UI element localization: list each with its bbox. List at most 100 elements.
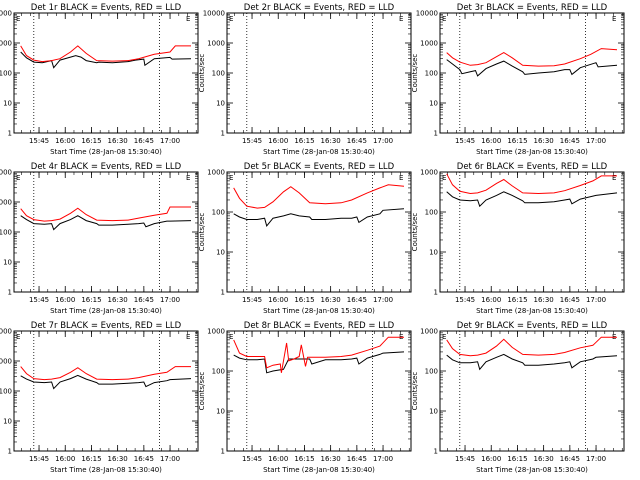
corner-mark-left: E [16,15,20,23]
x-tick-label: 15:45 [242,137,262,145]
lld-series-line [233,336,404,373]
x-tick-label: 16:15 [81,137,101,145]
corner-mark-right: E [399,174,403,182]
x-tick-label: 16:45 [134,137,154,145]
y-tick-label: 100 [0,229,12,237]
x-tick-label: 16:30 [321,296,341,304]
plot-frame [439,330,625,452]
y-tick-label: 10000 [416,10,438,18]
detector-panel: Det 3r BLACK = Events, RED = LLD Counts/s… [411,3,625,156]
x-axis-label: Start Time (28-Jan-08 15:30:40) [476,466,588,474]
events-series-line [446,191,618,208]
corner-mark-left: E [229,333,233,341]
events-series-line [20,51,192,69]
x-tick-label: 16:15 [294,296,314,304]
y-tick-label: 1000 [0,358,12,366]
x-tick-label: 16:45 [134,296,154,304]
lld-series-line [233,184,405,209]
y-tick-label: 100 [425,209,438,217]
x-tick-label: 16:45 [560,455,580,463]
x-tick-label: 17:00 [586,455,606,463]
x-tick-label: 17:00 [373,137,393,145]
x-tick-label: 16:00 [55,455,75,463]
y-axis-label: Counts/sec [198,54,206,93]
y-tick-label: 1000 [420,169,438,177]
x-tick-label: 16:45 [134,455,154,463]
y-tick-label: 100 [0,70,12,78]
x-tick-label: 16:15 [507,455,527,463]
events-series-line [233,351,405,374]
x-axis-label: Start Time (28-Jan-08 15:30:40) [476,307,588,315]
corner-mark-left: E [16,333,20,341]
corner-mark-left: E [229,15,233,23]
x-tick-label: 17:00 [586,137,606,145]
y-tick-label: 1000 [420,40,438,48]
y-tick-label: 1 [221,289,225,297]
corner-mark-left: E [229,174,233,182]
x-tick-label: 16:30 [321,455,341,463]
x-tick-label: 16:00 [481,455,501,463]
y-tick-label: 10000 [0,169,12,177]
panel-title: Det 9r BLACK = Events, RED = LLD [457,321,608,331]
corner-mark-right: E [186,15,190,23]
y-tick-label: 10000 [0,328,12,336]
y-axis-label: Counts/sec [411,213,419,252]
corner-mark-right: E [186,333,190,341]
x-axis-label: Start Time (28-Jan-08 15:30:40) [50,148,162,156]
detector-panel: Det 5r BLACK = Events, RED = LLD Counts/s… [198,162,412,315]
x-tick-label: 16:45 [347,137,367,145]
lld-series-line [20,45,191,63]
y-tick-label: 1 [221,130,225,138]
y-tick-label: 1 [434,289,438,297]
x-axis-label: Start Time (28-Jan-08 15:30:40) [263,466,375,474]
y-tick-label: 10 [3,100,12,108]
y-tick-label: 1 [8,130,12,138]
x-tick-label: 16:45 [560,296,580,304]
x-tick-label: 16:15 [507,137,527,145]
events-series-line [446,353,618,371]
y-tick-label: 10 [216,249,225,257]
y-tick-label: 10000 [203,10,225,18]
panel-title: Det 4r BLACK = Events, RED = LLD [31,162,182,172]
y-tick-label: 10000 [0,10,12,18]
x-tick-label: 15:45 [455,137,475,145]
panel-title: Det 5r BLACK = Events, RED = LLD [244,162,395,172]
events-series-line [446,59,618,77]
events-series-line [20,215,192,231]
x-tick-label: 16:00 [55,296,75,304]
lld-series-line [20,366,191,381]
y-tick-label: 1000 [0,40,12,48]
y-tick-label: 10 [429,100,438,108]
plot-frame [13,171,199,293]
x-tick-label: 16:00 [481,137,501,145]
x-axis-label: Start Time (28-Jan-08 15:30:40) [263,307,375,315]
x-tick-label: 16:30 [321,137,341,145]
y-axis-label: Counts/sec [198,372,206,411]
y-tick-label: 100 [425,368,438,376]
detector-panel: Det 9r BLACK = Events, RED = LLD Counts/s… [411,321,625,474]
lld-series-line [446,336,617,357]
y-tick-label: 10 [3,259,12,267]
detector-panel: Det 1r BLACK = Events, RED = LLDCounts/s… [0,3,199,156]
corner-mark-right: E [612,15,616,23]
detector-panel: Det 6r BLACK = Events, RED = LLD Counts/s… [411,162,625,315]
y-axis-label: Counts/sec [411,54,419,93]
x-tick-label: 16:00 [481,296,501,304]
y-tick-label: 1000 [420,328,438,336]
x-tick-label: 15:45 [29,137,49,145]
y-tick-label: 10 [429,249,438,257]
lld-series-line [446,173,617,195]
detector-panel: Det 7r BLACK = Events, RED = LLDCounts/s… [0,321,199,474]
x-tick-label: 17:00 [586,296,606,304]
x-tick-label: 16:45 [347,455,367,463]
x-tick-label: 16:30 [534,137,554,145]
x-tick-label: 17:00 [373,296,393,304]
x-tick-label: 16:15 [81,455,101,463]
panel-title: Det 3r BLACK = Events, RED = LLD [457,3,608,13]
x-tick-label: 15:45 [242,455,262,463]
y-tick-label: 100 [425,70,438,78]
y-tick-label: 1 [434,130,438,138]
corner-mark-right: E [186,174,190,182]
plot-frame [226,171,412,293]
